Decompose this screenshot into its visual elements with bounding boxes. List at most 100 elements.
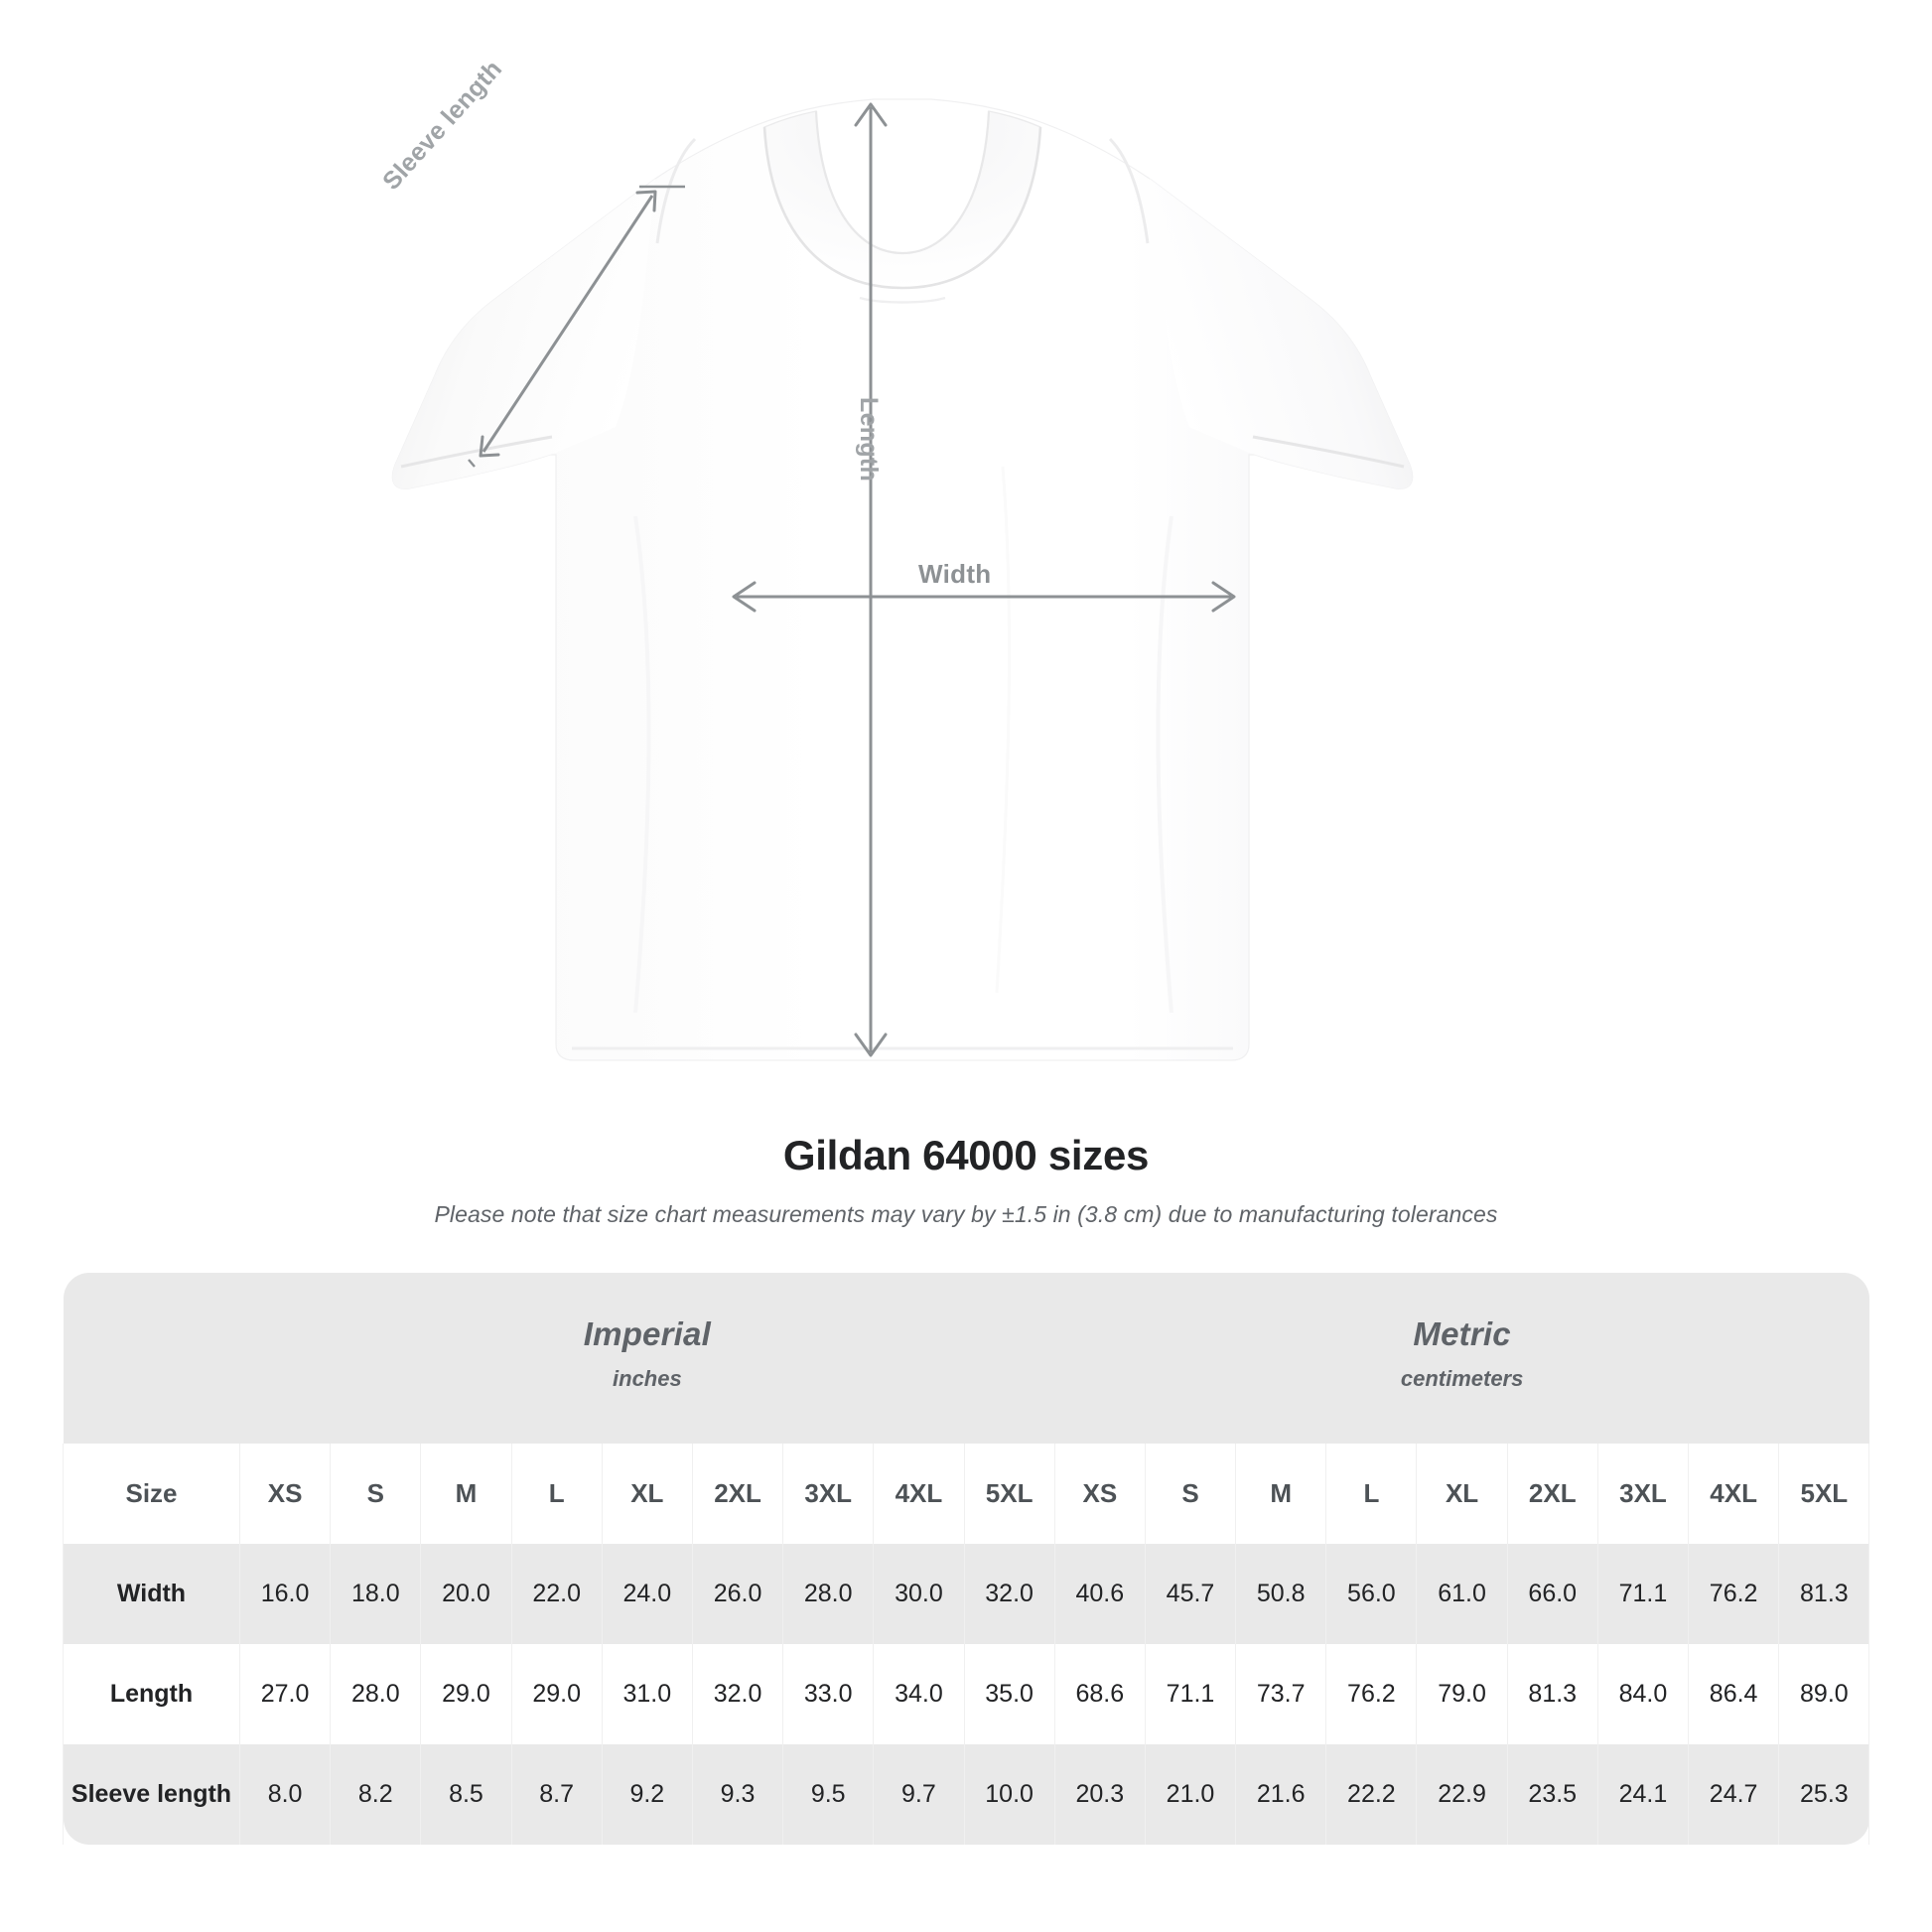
cell-length-imperial-3xl: 33.0 bbox=[782, 1644, 875, 1744]
cell-length-metric-m: 73.7 bbox=[1235, 1644, 1327, 1744]
tshirt-body-shape bbox=[391, 98, 1414, 1061]
row-label-length: Length bbox=[63, 1644, 240, 1744]
width-label: Width bbox=[918, 559, 992, 589]
size-header-imperial-2xl: 2XL bbox=[691, 1444, 784, 1544]
cell-sleeve-imperial-s: 8.2 bbox=[330, 1744, 422, 1845]
sleeve-length-dimension-arrow bbox=[468, 185, 685, 468]
cell-width-metric-l: 56.0 bbox=[1325, 1544, 1418, 1644]
size-header-imperial-xs: XS bbox=[238, 1444, 332, 1544]
size-header-imperial-l: L bbox=[510, 1444, 603, 1544]
cell-width-metric-3xl: 71.1 bbox=[1596, 1544, 1690, 1644]
size-header-metric-l: L bbox=[1325, 1444, 1418, 1544]
cell-sleeve-metric-3xl: 24.1 bbox=[1596, 1744, 1690, 1845]
cell-length-metric-l: 76.2 bbox=[1325, 1644, 1418, 1744]
cell-length-metric-xs: 68.6 bbox=[1053, 1644, 1146, 1744]
tshirt-illustration bbox=[391, 98, 1414, 1061]
cell-length-imperial-xl: 31.0 bbox=[601, 1644, 693, 1744]
cell-length-imperial-4xl: 34.0 bbox=[873, 1644, 965, 1744]
size-header-imperial-s: S bbox=[330, 1444, 422, 1544]
cell-width-imperial-xl: 24.0 bbox=[601, 1544, 693, 1644]
cell-width-metric-xl: 61.0 bbox=[1416, 1544, 1508, 1644]
unit-group-imperial-unit: inches bbox=[613, 1365, 682, 1391]
cell-width-imperial-3xl: 28.0 bbox=[782, 1544, 875, 1644]
table-row: Length 27.0 28.0 29.0 29.0 31.0 32.0 33.… bbox=[63, 1644, 1870, 1744]
cell-sleeve-metric-xl: 22.9 bbox=[1416, 1744, 1508, 1845]
cell-sleeve-metric-2xl: 23.5 bbox=[1506, 1744, 1598, 1845]
cell-length-metric-2xl: 81.3 bbox=[1506, 1644, 1598, 1744]
cell-sleeve-metric-l: 22.2 bbox=[1325, 1744, 1418, 1845]
row-label-sleeve-length: Sleeve length bbox=[63, 1744, 240, 1845]
cell-width-imperial-s: 18.0 bbox=[330, 1544, 422, 1644]
unit-group-imperial: Imperial inches bbox=[239, 1273, 1055, 1444]
cell-length-metric-xl: 79.0 bbox=[1416, 1644, 1508, 1744]
size-header-imperial-5xl: 5XL bbox=[963, 1444, 1055, 1544]
cell-length-imperial-s: 28.0 bbox=[330, 1644, 422, 1744]
size-chart-table-container: Imperial inches Metric centimeters Size … bbox=[63, 1273, 1870, 1845]
table-row: Sleeve length 8.0 8.2 8.5 8.7 9.2 9.3 9.… bbox=[63, 1744, 1870, 1845]
cell-width-metric-xs: 40.6 bbox=[1053, 1544, 1146, 1644]
cell-sleeve-imperial-4xl: 9.7 bbox=[873, 1744, 965, 1845]
cell-sleeve-metric-xs: 20.3 bbox=[1053, 1744, 1146, 1845]
size-header-imperial-xl: XL bbox=[601, 1444, 693, 1544]
cell-sleeve-imperial-l: 8.7 bbox=[510, 1744, 603, 1845]
size-header-metric-2xl: 2XL bbox=[1506, 1444, 1598, 1544]
unit-group-metric-name: Metric bbox=[1413, 1314, 1511, 1352]
size-header-metric-xs: XS bbox=[1053, 1444, 1146, 1544]
cell-length-metric-3xl: 84.0 bbox=[1596, 1644, 1690, 1744]
size-header-imperial-m: M bbox=[420, 1444, 512, 1544]
title-block: Gildan 64000 sizes Please note that size… bbox=[0, 1132, 1932, 1228]
size-header-metric-s: S bbox=[1144, 1444, 1237, 1544]
unit-group-metric-unit: centimeters bbox=[1400, 1365, 1524, 1391]
dimension-lines bbox=[468, 102, 1236, 1057]
cell-sleeve-imperial-5xl: 10.0 bbox=[963, 1744, 1055, 1845]
cell-length-metric-s: 71.1 bbox=[1144, 1644, 1237, 1744]
unit-header-spacer bbox=[63, 1273, 240, 1444]
size-header-metric-5xl: 5XL bbox=[1778, 1444, 1870, 1544]
cell-width-imperial-5xl: 32.0 bbox=[963, 1544, 1055, 1644]
size-header-metric-xl: XL bbox=[1416, 1444, 1508, 1544]
cell-sleeve-imperial-xl: 9.2 bbox=[601, 1744, 693, 1845]
size-header-metric-4xl: 4XL bbox=[1688, 1444, 1780, 1544]
cell-width-metric-s: 45.7 bbox=[1144, 1544, 1237, 1644]
size-header-imperial-3xl: 3XL bbox=[782, 1444, 875, 1544]
cell-sleeve-metric-s: 21.0 bbox=[1144, 1744, 1237, 1845]
cell-width-imperial-4xl: 30.0 bbox=[873, 1544, 965, 1644]
tshirt-measurement-diagram: Sleeve length Length Width bbox=[377, 55, 1414, 1061]
size-header-row: Size XS S M L XL 2XL 3XL 4XL 5XL XS S M … bbox=[63, 1444, 1870, 1544]
size-header-imperial-4xl: 4XL bbox=[873, 1444, 965, 1544]
width-dimension-arrow bbox=[732, 581, 1236, 613]
cell-sleeve-imperial-2xl: 9.3 bbox=[691, 1744, 784, 1845]
cell-length-metric-4xl: 86.4 bbox=[1688, 1644, 1780, 1744]
unit-group-metric: Metric centimeters bbox=[1054, 1273, 1869, 1444]
cell-sleeve-imperial-3xl: 9.5 bbox=[782, 1744, 875, 1845]
tolerance-note: Please note that size chart measurements… bbox=[434, 1201, 1498, 1227]
cell-sleeve-metric-5xl: 25.3 bbox=[1778, 1744, 1870, 1845]
cell-width-imperial-l: 22.0 bbox=[510, 1544, 603, 1644]
size-header-metric-3xl: 3XL bbox=[1596, 1444, 1690, 1544]
cell-length-imperial-2xl: 32.0 bbox=[691, 1644, 784, 1744]
cell-width-metric-2xl: 66.0 bbox=[1506, 1544, 1598, 1644]
size-header-metric-m: M bbox=[1235, 1444, 1327, 1544]
row-header-size: Size bbox=[63, 1444, 240, 1544]
cell-width-imperial-m: 20.0 bbox=[420, 1544, 512, 1644]
length-label: Length bbox=[855, 397, 883, 483]
cell-width-metric-5xl: 81.3 bbox=[1778, 1544, 1870, 1644]
unit-group-imperial-name: Imperial bbox=[583, 1314, 711, 1352]
cell-width-imperial-2xl: 26.0 bbox=[691, 1544, 784, 1644]
cell-sleeve-imperial-m: 8.5 bbox=[420, 1744, 512, 1845]
table-row: Width 16.0 18.0 20.0 22.0 24.0 26.0 28.0… bbox=[63, 1544, 1870, 1644]
row-label-width: Width bbox=[63, 1544, 240, 1644]
length-dimension-arrow bbox=[854, 102, 888, 1057]
cell-length-metric-5xl: 89.0 bbox=[1778, 1644, 1870, 1744]
cell-length-imperial-5xl: 35.0 bbox=[963, 1644, 1055, 1744]
cell-sleeve-imperial-xs: 8.0 bbox=[238, 1744, 332, 1845]
cell-sleeve-metric-m: 21.6 bbox=[1235, 1744, 1327, 1845]
size-chart-table: Imperial inches Metric centimeters Size … bbox=[63, 1273, 1870, 1845]
page-title: Gildan 64000 sizes bbox=[782, 1132, 1150, 1178]
cell-length-imperial-l: 29.0 bbox=[510, 1644, 603, 1744]
cell-sleeve-metric-4xl: 24.7 bbox=[1688, 1744, 1780, 1845]
cell-length-imperial-m: 29.0 bbox=[420, 1644, 512, 1744]
unit-group-header-row: Imperial inches Metric centimeters bbox=[63, 1273, 1869, 1444]
cell-width-metric-4xl: 76.2 bbox=[1688, 1544, 1780, 1644]
